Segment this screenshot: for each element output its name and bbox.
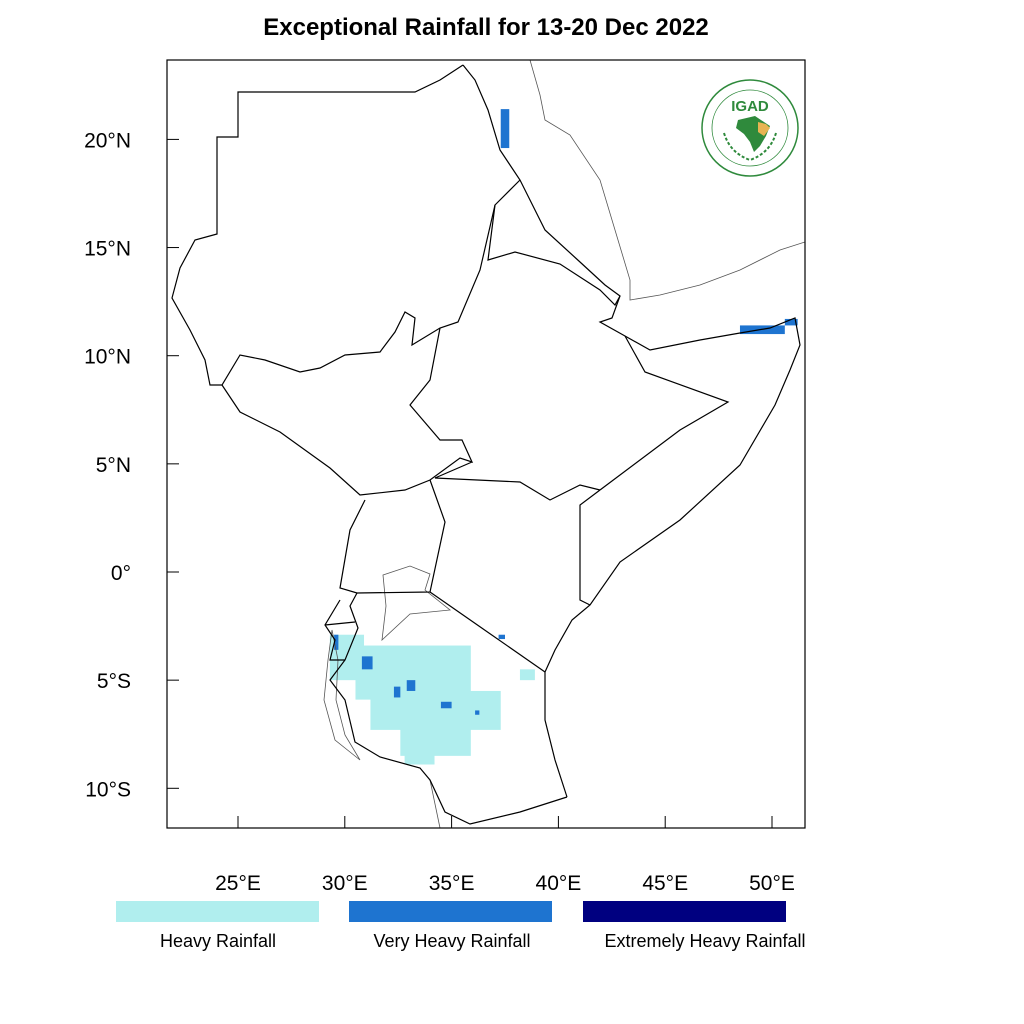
y-tick-label: 20°N	[84, 129, 131, 152]
legend-label-extremely-heavy: Extremely Heavy Rainfall	[604, 931, 806, 951]
legend-label-heavy: Heavy Rainfall	[159, 931, 277, 951]
svg-text:IGAD: IGAD	[731, 98, 769, 115]
rainfall-cell	[393, 686, 401, 698]
eritrea-border	[487, 204, 621, 306]
rainfall-cell	[784, 318, 798, 326]
legend-label-very-heavy: Very Heavy Rainfall	[373, 931, 531, 951]
x-tick-label: 50°E	[749, 872, 795, 895]
ethiopia-somalia-border	[599, 335, 730, 491]
legend-swatch-heavy	[116, 901, 319, 922]
y-tick-label: 5°N	[96, 454, 131, 477]
rainfall-cell	[475, 710, 480, 715]
rainfall-layer	[329, 109, 798, 765]
south-sudan-border	[221, 327, 474, 496]
x-tick-label: 45°E	[642, 872, 688, 895]
lake-victoria	[381, 565, 452, 642]
tanzania-south-border	[329, 592, 568, 825]
x-tick-label: 30°E	[322, 872, 368, 895]
x-tick-label: 35°E	[429, 872, 475, 895]
rainfall-cell	[406, 680, 416, 691]
rwanda-burundi-border	[324, 599, 356, 661]
rainfall-cell	[440, 701, 452, 709]
x-tick-label: 40°E	[536, 872, 582, 895]
legend-swatch-very-heavy	[349, 901, 552, 922]
legend-swatch-extremely-heavy	[583, 901, 786, 922]
coastline	[462, 64, 801, 798]
map-title: Exceptional Rainfall for 13-20 Dec 2022	[263, 14, 709, 41]
map-frame	[166, 59, 806, 829]
y-tick-label: 10°S	[85, 778, 131, 801]
rainfall-cell	[404, 749, 435, 765]
x-tick-label: 25°E	[215, 872, 261, 895]
rainfall-cell	[519, 669, 535, 681]
y-tick-label: 10°N	[84, 346, 131, 369]
y-tick-label: 15°N	[84, 238, 131, 261]
rainfall-cell	[361, 656, 373, 670]
kenya-somalia-border	[579, 489, 601, 606]
rainfall-cell	[500, 109, 510, 149]
ethiopia-kenya-border	[434, 461, 601, 501]
y-tick-label: 0°	[111, 562, 131, 585]
axis-ticks: 25°E 30°E 35°E 40°E 45°E 50°E 20°N 15°N 10°N 5°N 0…	[84, 129, 795, 895]
y-tick-label: 5°S	[97, 670, 131, 693]
malawi-line	[429, 779, 441, 828]
arabia-coast	[529, 60, 805, 301]
lake-tanganyika	[323, 629, 361, 761]
kenya-tanzania-border	[429, 591, 546, 673]
sudan-border	[171, 64, 521, 386]
boundaries	[171, 60, 805, 828]
uganda-border	[339, 479, 446, 594]
rainfall-cell	[334, 634, 339, 650]
rainfall-cell	[498, 634, 505, 640]
igad-logo: IGAD	[700, 78, 800, 178]
